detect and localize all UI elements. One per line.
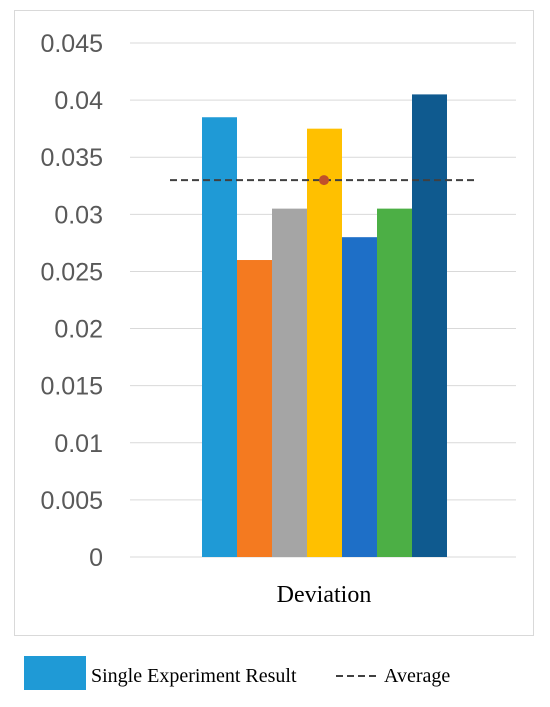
bar-2 bbox=[237, 260, 272, 557]
bar-3 bbox=[272, 208, 307, 557]
y-tick-label: 0.04 bbox=[54, 87, 103, 115]
bar-1 bbox=[202, 117, 237, 557]
y-tick-label: 0.015 bbox=[40, 373, 103, 401]
legend: Single Experiment Result Average bbox=[24, 656, 450, 690]
y-tick-label: 0.005 bbox=[40, 487, 103, 515]
y-tick-label: 0.035 bbox=[40, 144, 103, 172]
average-line-group bbox=[170, 175, 478, 186]
bars bbox=[202, 94, 447, 558]
gridlines bbox=[130, 42, 516, 558]
y-tick-label: 0.01 bbox=[54, 430, 103, 458]
y-tick-label: 0.03 bbox=[54, 201, 103, 229]
bar-7 bbox=[412, 94, 447, 558]
bar-5 bbox=[342, 237, 377, 557]
bar-4 bbox=[307, 128, 342, 557]
legend-swatch-single-experiment bbox=[24, 656, 86, 690]
bar-6 bbox=[377, 208, 412, 557]
legend-label-average: Average bbox=[384, 665, 450, 687]
legend-label-single-experiment: Single Experiment Result bbox=[91, 665, 297, 687]
y-tick-label: 0.02 bbox=[54, 316, 103, 344]
y-tick-label: 0.045 bbox=[40, 30, 103, 58]
y-tick-label: 0 bbox=[89, 544, 103, 572]
y-tick-label: 0.025 bbox=[40, 258, 103, 286]
y-axis-ticks: 0 0.005 0.01 0.015 0.02 0.025 0.03 0.035 0.04 0.0… bbox=[40, 30, 103, 572]
average-marker bbox=[319, 175, 329, 186]
x-category-label: Deviation bbox=[277, 582, 372, 608]
